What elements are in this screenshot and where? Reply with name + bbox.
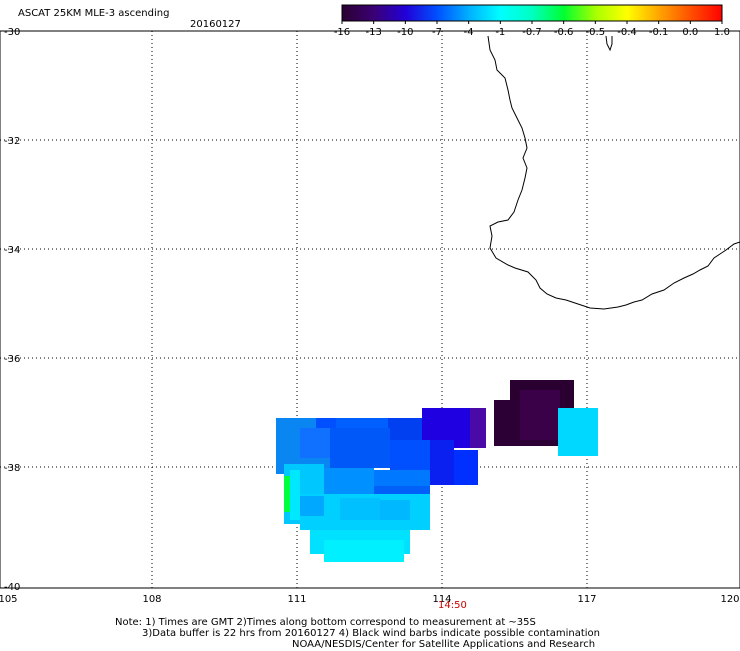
- swath-cell: [336, 418, 388, 428]
- colorbar-segment: [690, 5, 723, 21]
- axis-labels: 105 108 111 114 117 120 -30 -32 -34 -36 -38 -40: [0, 27, 740, 605]
- swath-cell: [374, 470, 430, 490]
- lon-tick-label: 111: [287, 594, 306, 605]
- colorbar-segment: [627, 5, 660, 21]
- colorbar-label: -0.4: [617, 27, 637, 38]
- lon-tick-label: 120: [720, 594, 739, 605]
- map-frame: [0, 30, 740, 589]
- swath-cell: [316, 418, 336, 428]
- lat-tick-label: -32: [4, 136, 20, 147]
- colorbar: -16 -13 -10 -7 -4 -1 -0.7 -0.6 -0.5 -0.4 -0.1 0.0 1.…: [334, 4, 730, 38]
- swath-cell: [330, 428, 390, 468]
- lon-tick-label: 105: [0, 594, 18, 605]
- swath-cell: [520, 390, 560, 440]
- colorbar-segment: [595, 5, 628, 21]
- colorbar-label: -10: [397, 27, 413, 38]
- colorbar-label: -4: [464, 27, 474, 38]
- lat-tick-label: -40: [4, 582, 20, 593]
- colorbar-segment: [405, 5, 438, 21]
- colorbar-label: -16: [334, 27, 350, 38]
- swath-cell: [300, 428, 330, 458]
- swath-cell: [558, 408, 598, 456]
- lat-tick-label: -36: [4, 354, 20, 365]
- swath-cell: [284, 476, 290, 512]
- colorbar-segment: [342, 5, 375, 21]
- swath-cell: [340, 498, 380, 520]
- map-date: 20160127: [190, 19, 241, 30]
- colorbar-segment: [563, 5, 596, 21]
- swath-cell: [430, 440, 454, 485]
- colorbar-label: -7: [432, 27, 442, 38]
- colorbar-segment: [532, 5, 565, 21]
- time-label: 14:50: [438, 600, 467, 611]
- swath-cell: [324, 540, 404, 562]
- lon-tick-label: 108: [142, 594, 161, 605]
- colorbar-label: 0.0: [682, 27, 698, 38]
- colorbar-label: -0.1: [649, 27, 669, 38]
- swath-cell: [390, 440, 430, 470]
- colorbar-segment: [468, 5, 501, 21]
- swath-cell: [380, 500, 410, 520]
- lat-tick-label: -30: [4, 27, 20, 38]
- lon-tick-label: 114: [432, 594, 451, 605]
- lon-tick-label: 117: [577, 594, 596, 605]
- swath-cell: [454, 450, 478, 485]
- colorbar-label: -0.5: [586, 27, 606, 38]
- map-title: ASCAT 25KM MLE-3 ascending: [18, 8, 170, 19]
- colorbar-segment: [437, 5, 470, 21]
- swath-cell: [470, 408, 486, 448]
- colorbar-segment: [373, 5, 406, 21]
- colorbar-label: -1: [495, 27, 505, 38]
- swath-cell: [324, 468, 374, 498]
- note-line-3: NOAA/NESDIS/Center for Satellite Applica…: [292, 639, 596, 650]
- colorbar-segment: [500, 5, 533, 21]
- australia-coastline: [487, 35, 740, 310]
- australia-coastline-east: [605, 35, 613, 52]
- colorbar-label: -0.7: [522, 27, 542, 38]
- colorbar-label: 1.0: [714, 27, 730, 38]
- colorbar-label: -0.6: [554, 27, 574, 38]
- swath-cell: [290, 470, 300, 520]
- lat-tick-label: -34: [4, 245, 20, 256]
- note-line-2: 3)Data buffer is 22 hrs from 20160127 4)…: [142, 628, 600, 639]
- data-swath: [276, 380, 598, 562]
- lat-tick-label: -38: [4, 463, 20, 474]
- swath-cell: [300, 496, 324, 516]
- note-line-1: Note: 1) Times are GMT 2)Times along bot…: [115, 617, 536, 628]
- colorbar-label: -13: [365, 27, 381, 38]
- colorbar-segment: [658, 5, 691, 21]
